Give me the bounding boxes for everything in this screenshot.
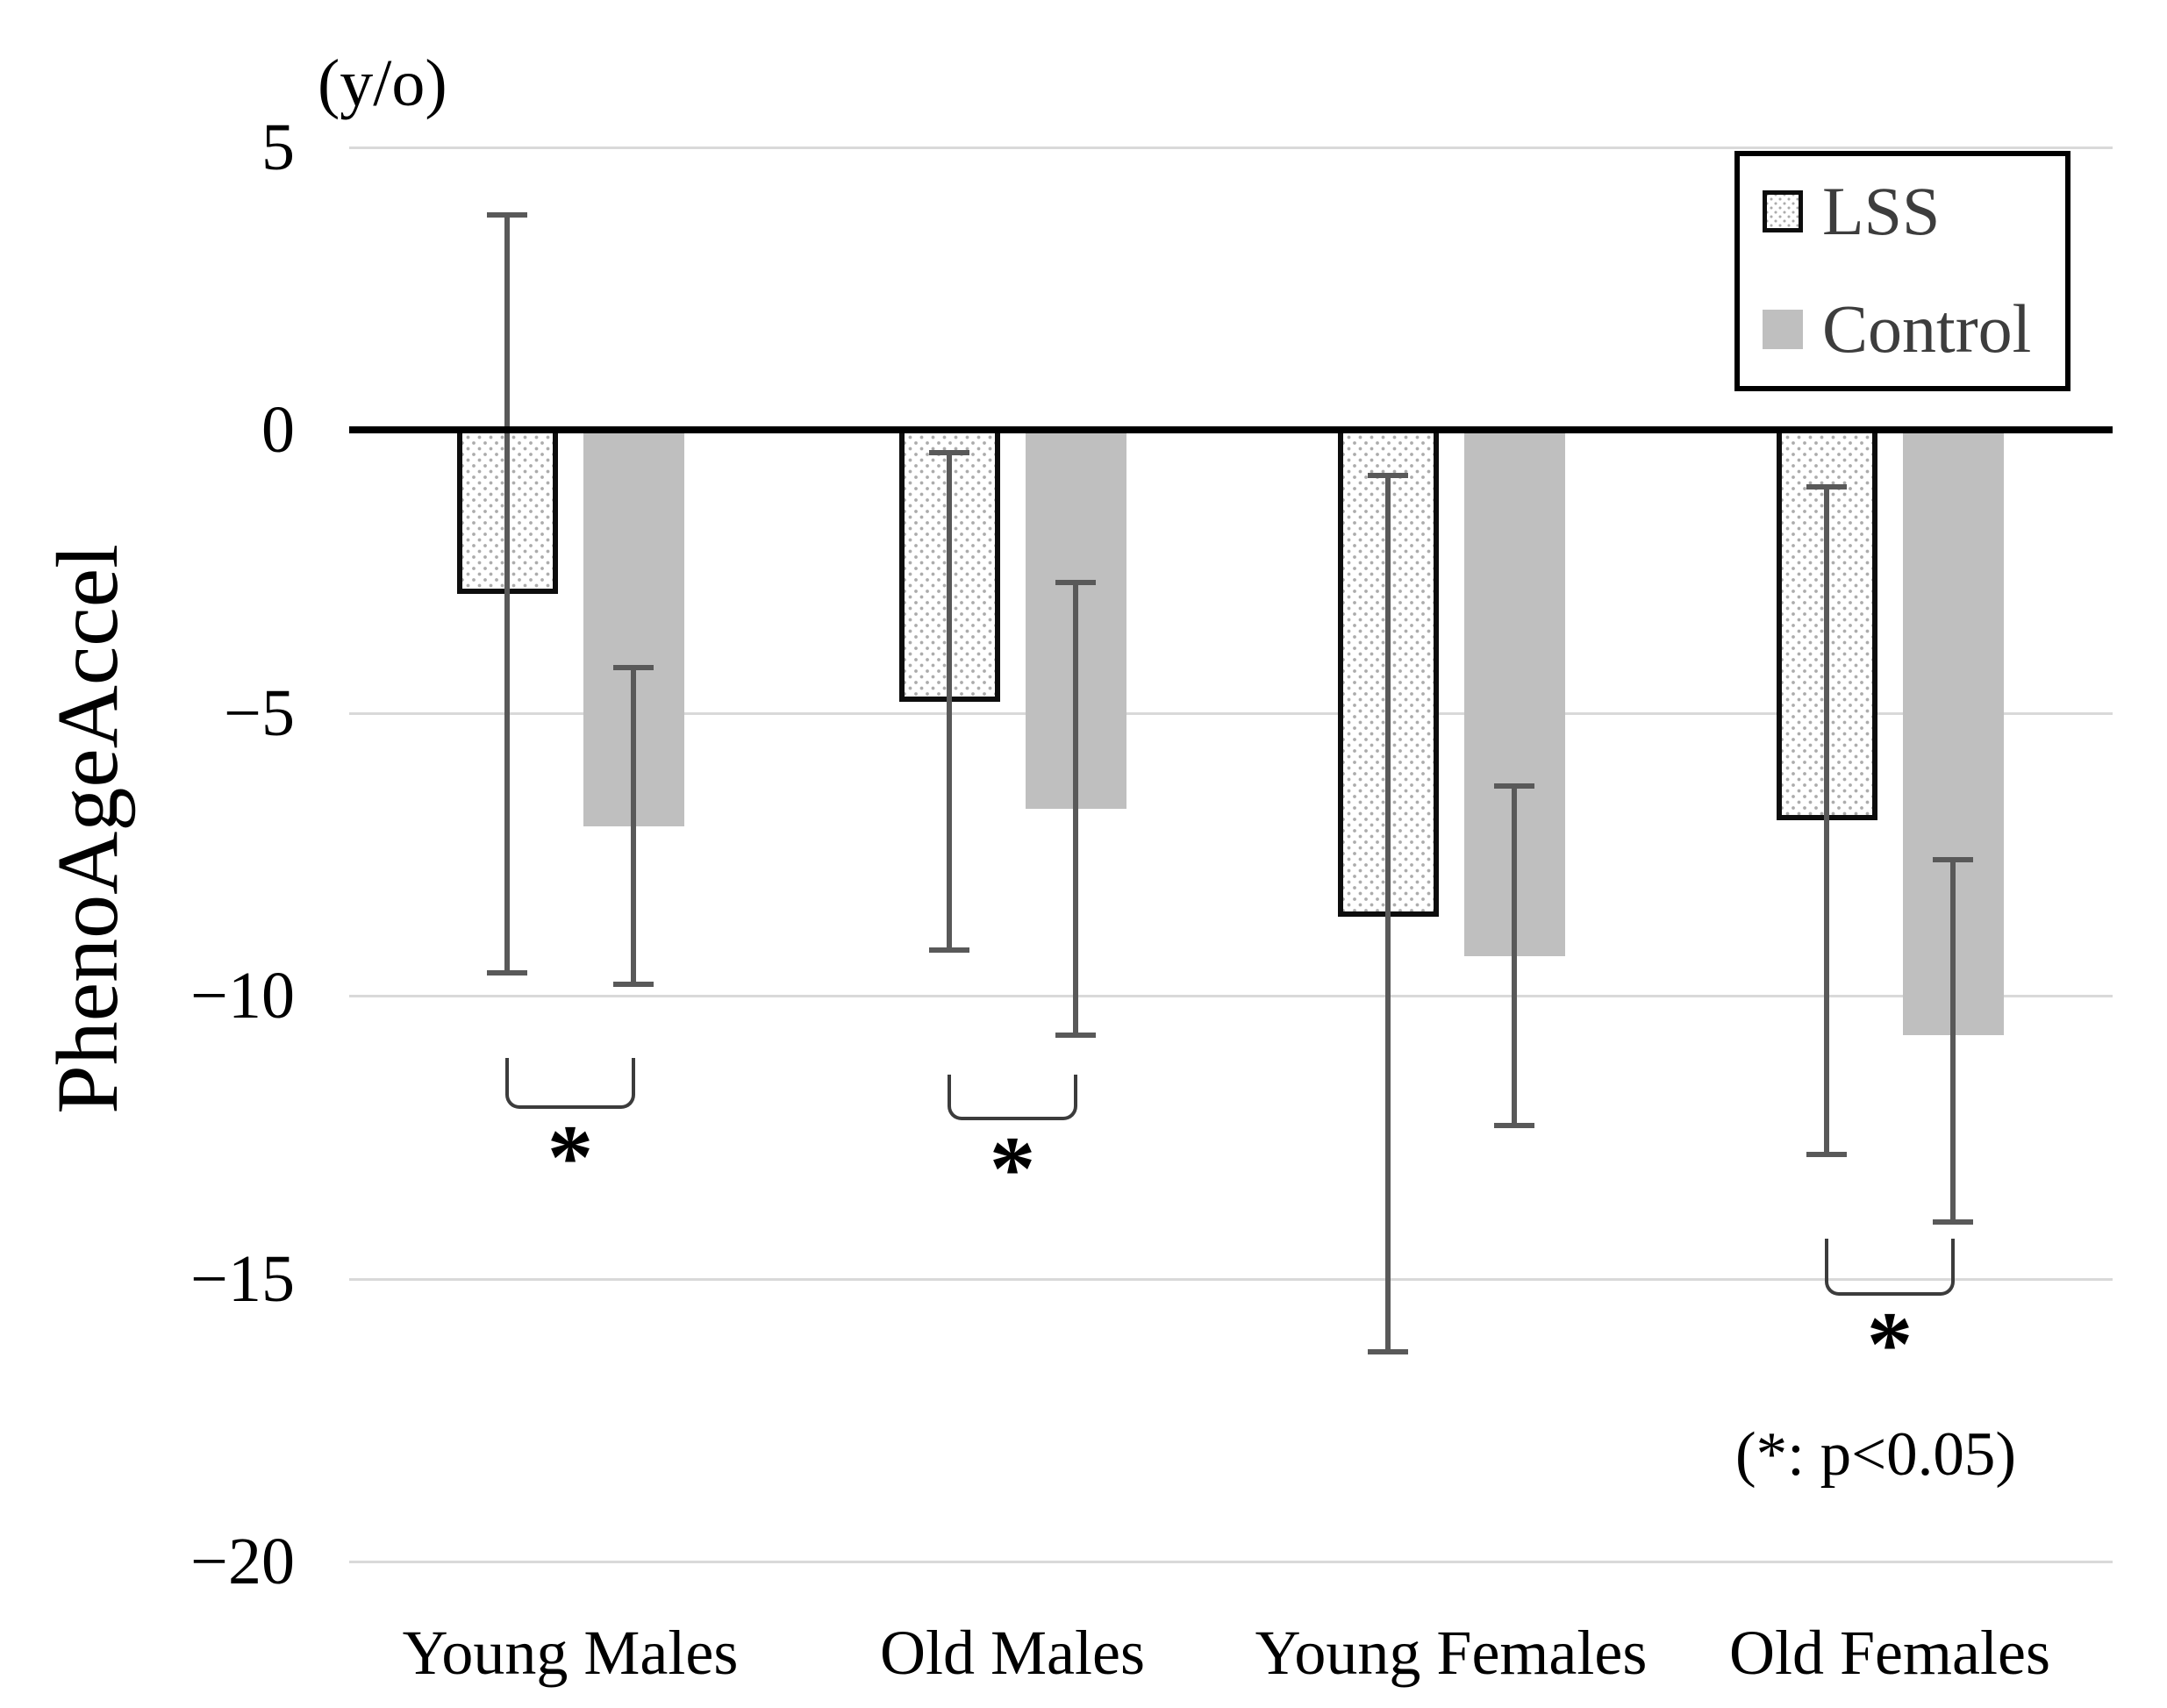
x-category-label-old-males: Old Males [880, 1618, 1145, 1688]
y-tick-label--10: −10 [190, 959, 295, 1033]
legend-item-control: Control [1763, 290, 2032, 367]
error-bar-cap-high-control-young-males [613, 664, 654, 670]
x-category-label-young-males: Young Males [402, 1618, 739, 1688]
error-bar-control-young-females [1512, 786, 1517, 1126]
error-bar-cap-high-control-old-males [1055, 580, 1096, 586]
error-bar-cap-low-control-young-females [1494, 1123, 1534, 1129]
error-bar-cap-high-control-old-females [1933, 857, 1973, 863]
legend-swatch-control-gray [1763, 309, 1803, 349]
error-bar-lss-young-females [1385, 475, 1391, 1353]
error-bar-cap-high-lss-old-females [1806, 483, 1847, 490]
error-bar-cap-high-lss-young-females [1368, 472, 1408, 478]
gridline-y--20 [349, 1561, 2113, 1563]
legend-label-control: Control [1822, 290, 2032, 367]
error-bar-cap-high-lss-old-males [929, 449, 969, 455]
y-axis-unit-label: (y/o) [318, 46, 447, 120]
y-tick-label--20: −20 [190, 1525, 295, 1598]
error-bar-control-young-males [631, 667, 636, 985]
error-bar-cap-low-control-old-females [1933, 1219, 1973, 1225]
error-bar-cap-low-lss-old-males [929, 947, 969, 954]
error-bar-control-old-males [1073, 582, 1078, 1036]
significance-asterisk-young-males: * [547, 1105, 594, 1208]
y-tick-label-5: 5 [261, 110, 295, 184]
significance-asterisk-old-females: * [1866, 1291, 1913, 1395]
legend-item-lss: LSS [1763, 177, 1940, 246]
x-category-label-old-females: Old Females [1729, 1618, 2050, 1688]
legend: LSS Control [1734, 151, 2070, 391]
error-bar-cap-low-control-young-males [613, 982, 654, 988]
error-bar-lss-young-males [504, 214, 510, 974]
significance-bracket-young-males [505, 1057, 635, 1109]
x-axis-zero-line [349, 426, 2113, 433]
error-bar-lss-old-males [947, 452, 952, 951]
x-category-label-young-females: Young Females [1255, 1618, 1648, 1688]
gridline-y--10 [349, 995, 2113, 997]
legend-swatch-lss-hatched [1763, 190, 1803, 232]
error-bar-cap-high-control-young-females [1494, 783, 1534, 790]
gridline-y--15 [349, 1277, 2113, 1281]
gridline-y--5 [349, 711, 2113, 715]
error-bar-cap-high-lss-young-males [487, 211, 527, 218]
error-bar-cap-low-control-old-males [1055, 1033, 1096, 1039]
error-bar-cap-low-lss-old-females [1806, 1151, 1847, 1157]
error-bar-control-old-females [1950, 860, 1956, 1222]
significance-bracket-old-males [948, 1075, 1077, 1120]
significance-bracket-old-females [1825, 1239, 1955, 1296]
error-bar-cap-low-lss-young-females [1368, 1349, 1408, 1355]
y-axis-title: PhenoAgeAccel [39, 544, 136, 1114]
y-tick-label--15: −15 [190, 1241, 295, 1316]
y-tick-label-0: 0 [261, 393, 295, 467]
significance-footnote: (*: p<0.05) [1735, 1420, 2017, 1489]
error-bar-lss-old-females [1824, 486, 1829, 1154]
significance-asterisk-old-males: * [989, 1116, 1036, 1219]
error-bar-cap-low-lss-young-males [487, 970, 527, 976]
y-tick-label--5: −5 [224, 675, 295, 750]
gridline-y-5 [349, 146, 2113, 149]
legend-label-lss: LSS [1822, 173, 1941, 249]
